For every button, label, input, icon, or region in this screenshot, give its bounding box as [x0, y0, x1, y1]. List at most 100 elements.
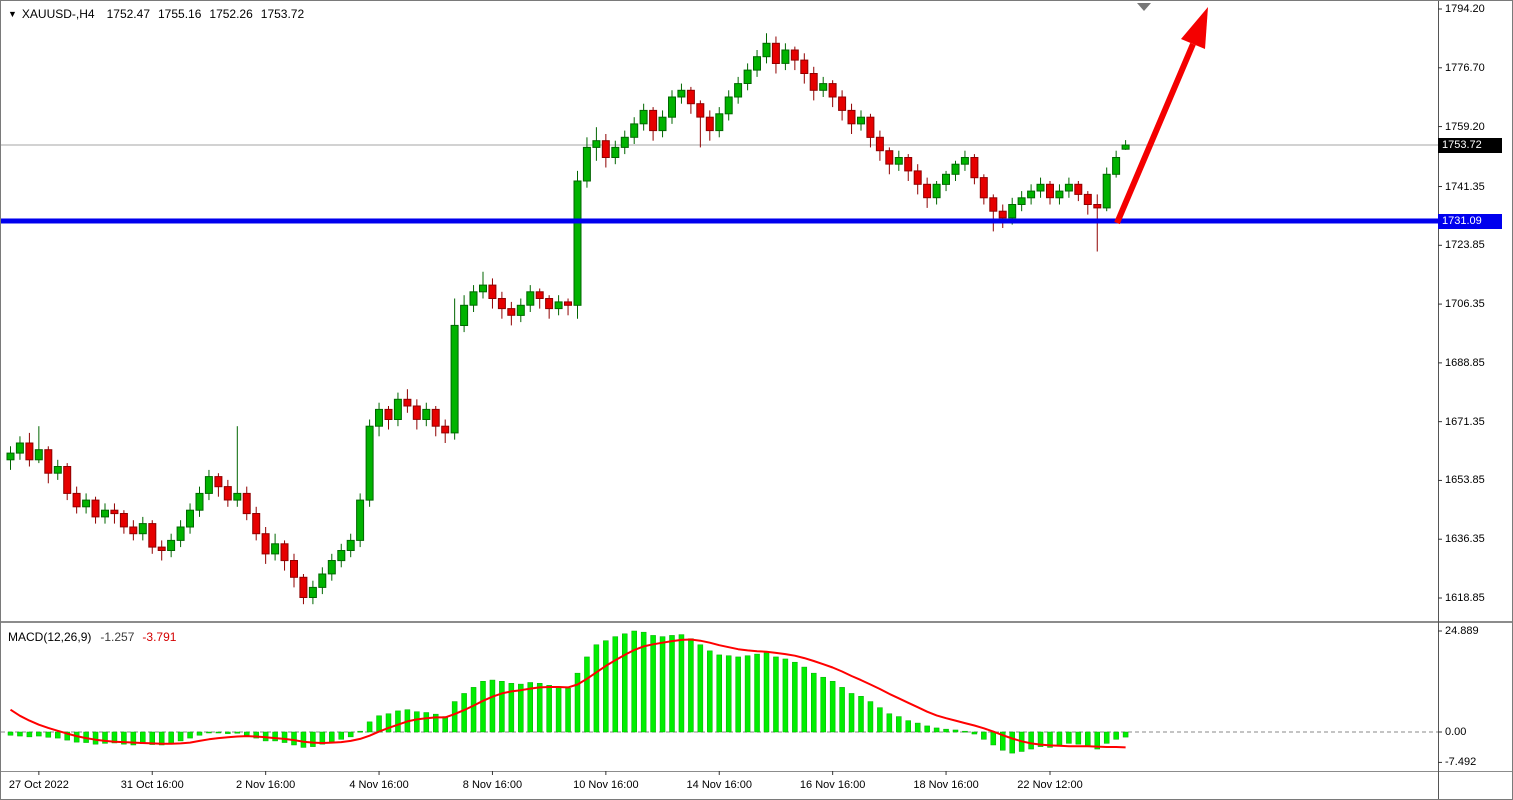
macd-histogram-bar: [622, 633, 628, 733]
price-axis-label: 1741.35: [1445, 180, 1485, 193]
macd-histogram-bar: [763, 652, 770, 733]
candle-body: [790, 49, 799, 61]
support-hline[interactable]: [1, 218, 1438, 224]
macd-histogram-bar: [867, 701, 874, 733]
macd-histogram-bar: [121, 731, 127, 745]
macd-histogram-bar: [423, 712, 430, 733]
price-axis-label: 1671.35: [1445, 415, 1485, 428]
trend-arrow-shaft[interactable]: [1114, 42, 1196, 225]
candle-body: [1055, 190, 1064, 199]
candle-body: [866, 116, 875, 138]
candle-body: [101, 509, 109, 518]
candle-body: [384, 408, 393, 420]
candle-body: [308, 586, 317, 599]
candle-body: [356, 499, 365, 541]
macd-histogram-bar: [546, 685, 552, 733]
candle-body: [91, 499, 100, 518]
macd-histogram-bar: [158, 731, 165, 746]
candle-body: [753, 56, 761, 71]
macd-histogram-bar: [244, 731, 250, 736]
candle-body: [951, 163, 960, 175]
chart-shift-marker-icon[interactable]: [1137, 3, 1151, 11]
candle-body: [25, 442, 34, 461]
candle-body: [63, 466, 72, 494]
candle-body: [337, 550, 346, 562]
collapse-triangle-icon[interactable]: ▼: [8, 9, 17, 19]
macd-histogram-bar: [962, 730, 968, 733]
current-price-tag: 1753.72: [1438, 137, 1502, 153]
macd-histogram-bar: [1103, 731, 1110, 744]
time-axis-label: 10 Nov 16:00: [573, 779, 639, 791]
trend-arrow-head-icon[interactable]: [1181, 7, 1208, 49]
macd-histogram-bar: [310, 731, 316, 747]
candle-body: [932, 183, 941, 199]
macd-histogram-bar: [102, 731, 108, 744]
candle-body: [639, 109, 648, 125]
macd-histogram-bar: [149, 731, 155, 745]
macd-histogram-bar: [744, 655, 751, 733]
candle-body: [365, 425, 374, 501]
macd-histogram-bar: [451, 701, 458, 733]
price-axis-label: 1723.85: [1445, 239, 1485, 252]
high-value: 1755.16: [158, 7, 202, 21]
candle-body: [734, 83, 743, 98]
time-axis-label: 8 Nov 16:00: [462, 779, 523, 791]
candle-body: [176, 526, 185, 541]
macd-histogram-bar: [347, 731, 354, 738]
candle-body: [214, 476, 223, 488]
time-axis[interactable]: 27 Oct 2022 31 Oct 16:00 2 Nov 16:00 4 Nov …: [1, 772, 1438, 799]
macd-histogram-bar: [319, 731, 326, 745]
candle-body: [53, 466, 62, 474]
candle-body: [129, 526, 138, 535]
macd-histogram-bar: [574, 672, 581, 733]
macd-histogram-bar: [253, 731, 259, 739]
macd-histogram-bar: [177, 731, 184, 742]
candle-body: [412, 405, 421, 420]
candle-body: [781, 49, 790, 64]
macd-histogram-bar: [943, 728, 949, 733]
candle-body: [715, 113, 724, 132]
macd-histogram-bar: [536, 683, 543, 733]
candle-body: [271, 543, 280, 555]
time-axis-label: 18 Nov 16:00: [913, 779, 979, 791]
candle-body: [261, 533, 270, 555]
candle-body: [847, 109, 856, 125]
macd-histogram-bar: [130, 731, 137, 746]
candle-body: [497, 298, 506, 310]
macd-histogram-bar: [933, 727, 940, 733]
candle-body: [743, 69, 752, 84]
macd-histogram-bar: [782, 658, 789, 733]
macd-histogram-bar: [631, 630, 637, 733]
indicator-panel-separator[interactable]: [1, 621, 1513, 623]
candle-body: [167, 539, 176, 552]
candle-body: [771, 42, 780, 64]
macd-histogram-bar: [45, 731, 52, 738]
candle-body: [592, 140, 601, 148]
candle-body: [875, 136, 884, 152]
macd-histogram-bar: [1009, 731, 1015, 754]
candle-body: [242, 492, 251, 515]
price-axis-label: 1688.85: [1445, 356, 1485, 369]
macd-histogram-bar: [848, 693, 855, 733]
candle-body: [696, 103, 705, 118]
macd-histogram-bar: [612, 636, 619, 733]
macd-histogram-bar: [433, 713, 439, 733]
candle-body: [1102, 173, 1111, 209]
candle-body: [375, 408, 383, 427]
candle-body: [280, 543, 289, 562]
price-axis-label: 1618.85: [1445, 592, 1485, 604]
candle-body: [44, 449, 53, 474]
macd-histogram-bar: [187, 731, 193, 739]
candle-body: [828, 83, 837, 98]
candle-body: [960, 157, 969, 165]
symbol-ohlc-readout: ▼ XAUUSD-,H4 1752.47 1755.16 1752.26 1753.72: [8, 7, 312, 21]
macd-histogram-bar: [499, 681, 505, 733]
price-axis[interactable]: 1794.20 1776.70 1759.20 1741.35 1723.85 1706.…: [1439, 1, 1512, 799]
candle-body: [110, 509, 119, 515]
macd-histogram-bar: [811, 672, 817, 733]
macd-histogram-bar: [688, 638, 694, 733]
macd-histogram-bar: [1028, 731, 1034, 750]
candle-body: [223, 486, 232, 501]
macd-histogram-bar: [461, 693, 467, 733]
